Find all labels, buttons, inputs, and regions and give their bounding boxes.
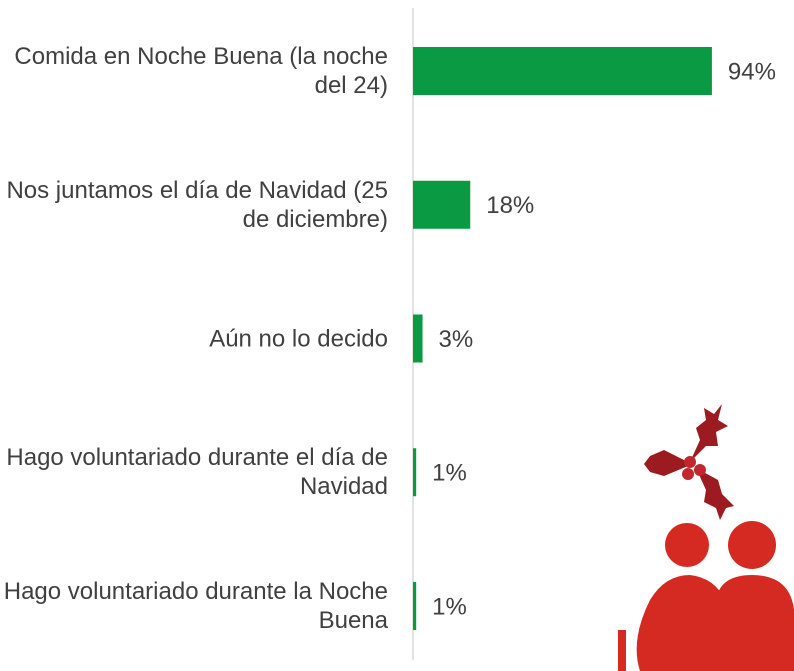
bar bbox=[413, 47, 712, 95]
value-label: 18% bbox=[486, 192, 534, 219]
value-label: 94% bbox=[728, 58, 776, 85]
bar bbox=[413, 582, 416, 630]
bar bbox=[413, 181, 470, 229]
category-label: Hago voluntariado durante el día de Navi… bbox=[3, 443, 388, 501]
holly-icon bbox=[644, 404, 734, 520]
category-label: Hago voluntariado durante la Noche Buena bbox=[3, 577, 388, 635]
bar bbox=[413, 448, 416, 496]
value-label: 1% bbox=[432, 593, 467, 620]
chart: 94% 18% 3% 1% 1% Comida en Noche Buena (la n… bbox=[0, 0, 794, 671]
value-label: 1% bbox=[432, 460, 467, 487]
category-label: Nos juntamos el día de Navidad (25 de di… bbox=[3, 176, 388, 234]
people-icon bbox=[618, 521, 794, 671]
value-label: 3% bbox=[439, 326, 474, 353]
category-label: Aún no lo decido bbox=[3, 324, 388, 353]
bar bbox=[413, 315, 423, 363]
category-label: Comida en Noche Buena (la noche del 24) bbox=[3, 42, 388, 100]
